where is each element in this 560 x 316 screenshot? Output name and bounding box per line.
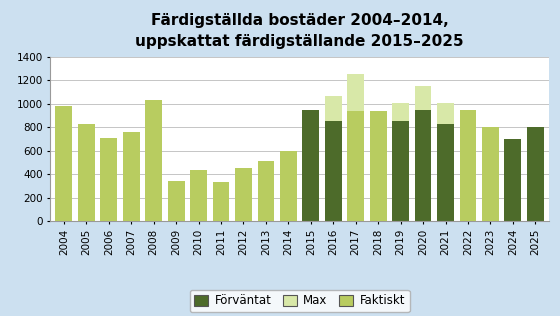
Bar [190, 170, 207, 221]
Bar [460, 124, 477, 221]
Bar [100, 138, 117, 221]
Bar [437, 103, 454, 124]
Bar [55, 106, 72, 221]
Bar [213, 182, 230, 221]
Bar [325, 96, 342, 121]
Bar [167, 181, 185, 221]
Bar [392, 103, 409, 121]
Title: Färdigställda bostäder 2004–2014,
uppskattat färdigställande 2015–2025: Färdigställda bostäder 2004–2014, uppska… [136, 13, 464, 49]
Bar [370, 111, 386, 221]
Bar [370, 127, 386, 221]
Bar [78, 125, 95, 221]
Bar [235, 168, 252, 221]
Bar [505, 139, 521, 221]
Bar [482, 127, 499, 221]
Bar [123, 132, 139, 221]
Bar [325, 121, 342, 221]
Bar [347, 75, 364, 116]
Bar [414, 86, 432, 110]
Legend: Förväntat, Max, Faktiskt: Förväntat, Max, Faktiskt [190, 289, 409, 312]
Bar [347, 111, 364, 221]
Bar [527, 127, 544, 221]
Bar [258, 161, 274, 221]
Bar [145, 100, 162, 221]
Bar [280, 151, 297, 221]
Bar [460, 110, 477, 221]
Bar [392, 121, 409, 221]
Bar [302, 110, 319, 221]
Bar [437, 124, 454, 221]
Bar [414, 110, 432, 221]
Bar [347, 116, 364, 221]
Bar [482, 130, 499, 221]
